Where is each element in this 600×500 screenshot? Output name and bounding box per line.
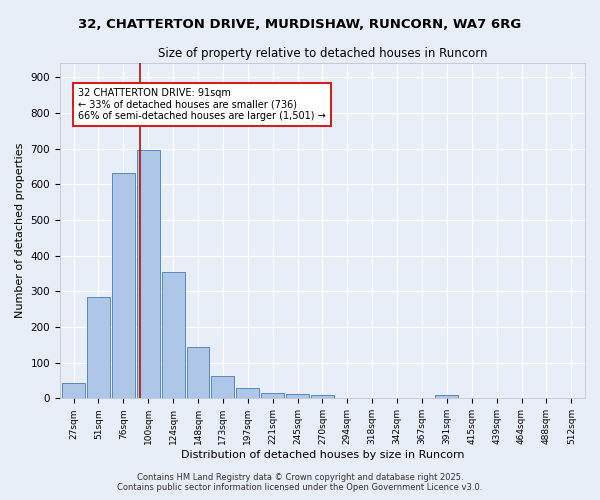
Title: Size of property relative to detached houses in Runcorn: Size of property relative to detached ho…	[158, 48, 487, 60]
Text: Contains HM Land Registry data © Crown copyright and database right 2025.
Contai: Contains HM Land Registry data © Crown c…	[118, 473, 482, 492]
Bar	[137, 150, 160, 398]
Text: 32 CHATTERTON DRIVE: 91sqm
← 33% of detached houses are smaller (736)
66% of sem: 32 CHATTERTON DRIVE: 91sqm ← 33% of deta…	[78, 88, 326, 121]
Bar	[436, 396, 458, 398]
Bar	[286, 394, 309, 398]
Y-axis label: Number of detached properties: Number of detached properties	[15, 143, 25, 318]
Bar	[236, 388, 259, 398]
Bar	[211, 376, 235, 398]
Bar	[62, 383, 85, 398]
Bar	[261, 392, 284, 398]
Bar	[112, 173, 135, 398]
Bar	[187, 348, 209, 399]
Text: 32, CHATTERTON DRIVE, MURDISHAW, RUNCORN, WA7 6RG: 32, CHATTERTON DRIVE, MURDISHAW, RUNCORN…	[79, 18, 521, 30]
X-axis label: Distribution of detached houses by size in Runcorn: Distribution of detached houses by size …	[181, 450, 464, 460]
Bar	[311, 396, 334, 398]
Bar	[87, 298, 110, 398]
Bar	[161, 272, 185, 398]
